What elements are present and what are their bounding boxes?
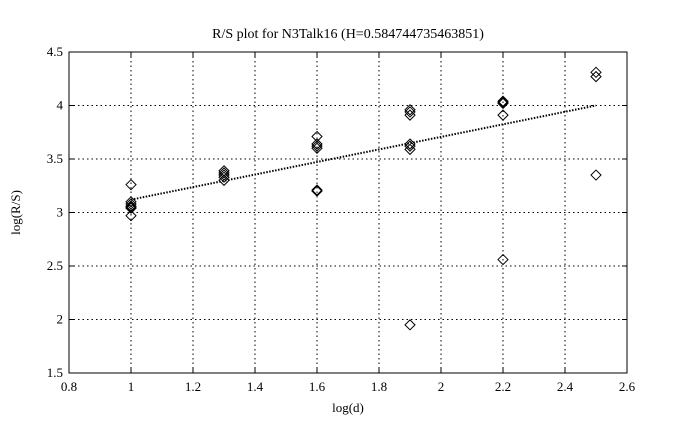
data-point xyxy=(497,253,509,266)
y-tick-label: 3.5 xyxy=(47,151,63,166)
axis-ticks xyxy=(68,51,628,374)
y-axis-label: log(R/S) xyxy=(8,190,23,235)
data-point xyxy=(404,109,416,121)
x-tick-label: 1.8 xyxy=(371,379,387,394)
fit-line xyxy=(130,104,597,201)
chart-title: R/S plot for N3Talk16 (H=0.5847447354638… xyxy=(212,27,484,42)
x-axis-label: log(d) xyxy=(332,400,364,415)
data-point xyxy=(218,167,230,179)
data-point xyxy=(404,319,416,331)
data-point xyxy=(590,169,602,181)
y-tick-label: 3 xyxy=(57,205,64,220)
data-point xyxy=(125,198,137,210)
grid-lines xyxy=(69,52,627,373)
data-point xyxy=(218,174,230,187)
x-tick-label: 1.4 xyxy=(247,379,264,394)
data-point xyxy=(404,140,416,152)
y-tick-label: 1.5 xyxy=(47,365,63,380)
data-point xyxy=(218,169,230,181)
data-point xyxy=(311,138,323,150)
x-tick-label: 1.2 xyxy=(185,379,201,394)
data-point xyxy=(125,178,137,191)
data-point xyxy=(311,185,323,197)
data-point xyxy=(590,66,602,79)
data-points xyxy=(125,66,602,331)
data-point xyxy=(404,143,416,156)
data-point xyxy=(311,184,323,196)
x-tick-label: 0.8 xyxy=(61,379,77,394)
data-point xyxy=(590,70,602,83)
data-point xyxy=(497,95,509,107)
x-tick-label: 1.6 xyxy=(309,379,326,394)
x-tick-label: 2.2 xyxy=(495,379,511,394)
data-point xyxy=(125,196,137,208)
data-point xyxy=(311,140,323,152)
x-tick-label: 2 xyxy=(438,379,445,394)
x-tick-labels: 0.8 1 1.2 1.4 1.6 1.8 2 2.2 2.4 2.6 xyxy=(61,379,636,394)
data-point xyxy=(404,104,416,116)
data-point xyxy=(125,201,137,213)
data-point xyxy=(218,171,230,183)
data-point xyxy=(404,106,416,118)
fit-line-group xyxy=(130,104,597,201)
x-tick-label: 2.4 xyxy=(557,379,574,394)
data-point xyxy=(125,210,137,222)
data-point xyxy=(497,96,509,108)
y-tick-label: 2.5 xyxy=(47,258,63,273)
y-tick-label: 4 xyxy=(57,98,64,113)
data-point xyxy=(497,109,509,121)
x-tick-label: 1 xyxy=(128,379,135,394)
y-tick-label: 2 xyxy=(57,312,64,327)
data-point xyxy=(311,142,323,155)
x-tick-label: 2.6 xyxy=(619,379,636,394)
y-tick-label: 4.5 xyxy=(47,44,63,59)
data-point xyxy=(125,202,137,214)
data-point xyxy=(497,97,509,110)
y-tick-labels: 1.5 2 2.5 3 3.5 4 4.5 xyxy=(47,44,64,380)
data-point xyxy=(404,138,416,150)
